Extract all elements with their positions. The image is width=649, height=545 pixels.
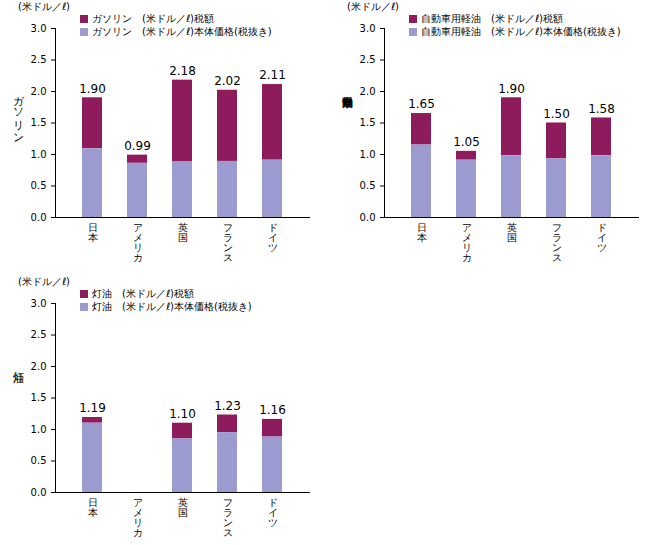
svg-text:2.5: 2.5 [360, 54, 376, 65]
svg-text:2.18: 2.18 [169, 64, 196, 78]
svg-text:0.0: 0.0 [360, 212, 376, 223]
svg-text:1.58: 1.58 [588, 102, 615, 116]
svg-text:日本: 日本 [88, 222, 98, 243]
svg-text:1.19: 1.19 [79, 401, 106, 415]
svg-text:1.90: 1.90 [79, 82, 106, 96]
svg-text:2.5: 2.5 [31, 54, 47, 65]
svg-text:3.0: 3.0 [31, 23, 47, 34]
svg-text:0.5: 0.5 [31, 180, 47, 191]
svg-text:アメリカ: アメリカ [133, 497, 143, 538]
svg-text:2.0: 2.0 [360, 86, 376, 97]
svg-text:日本: 日本 [88, 497, 98, 518]
svg-text:1.65: 1.65 [408, 97, 435, 111]
svg-text:1.90: 1.90 [498, 82, 525, 96]
html-text:自動車用軽油 (米ドル／ℓ)本体価格(税抜き): 自動車用軽油 (米ドル／ℓ)本体価格(税抜き) [421, 25, 621, 37]
html-text:(米ドル／ℓ): (米ドル／ℓ) [347, 1, 399, 12]
svg-text:2.0: 2.0 [31, 86, 47, 97]
svg-text:2.11: 2.11 [259, 68, 286, 82]
svg-text:0.99: 0.99 [124, 139, 151, 153]
svg-text:フランス: フランス [552, 222, 562, 263]
svg-text:英国: 英国 [178, 497, 188, 518]
svg-text:0.5: 0.5 [31, 455, 47, 466]
svg-text:2.0: 2.0 [31, 361, 47, 372]
svg-text:2.02: 2.02 [214, 74, 241, 88]
svg-text:3.0: 3.0 [360, 23, 376, 34]
svg-text:1.50: 1.50 [543, 107, 570, 121]
svg-text:ドイツ: ドイツ [268, 497, 278, 528]
svg-text:アメリカ: アメリカ [462, 222, 472, 263]
svg-text:1.0: 1.0 [31, 149, 47, 160]
svg-text:0.5: 0.5 [360, 180, 376, 191]
html-text:(米ドル／ℓ): (米ドル／ℓ) [18, 1, 70, 12]
svg-text:ドイツ: ドイツ [268, 222, 278, 253]
svg-text:1.10: 1.10 [169, 407, 196, 421]
svg-text:1.16: 1.16 [259, 403, 286, 417]
svg-text:1.0: 1.0 [360, 149, 376, 160]
svg-text:2.5: 2.5 [31, 329, 47, 340]
html-text:ガソリン (米ドル／ℓ)本体価格(税抜き): ガソリン (米ドル／ℓ)本体価格(税抜き) [92, 25, 272, 37]
svg-text:0.0: 0.0 [31, 212, 47, 223]
svg-text:1.05: 1.05 [453, 135, 480, 149]
html-text:ガソリン (米ドル／ℓ)税額: ガソリン (米ドル／ℓ)税額 [92, 12, 214, 24]
svg-text:0.0: 0.0 [31, 487, 47, 498]
svg-text:フランス: フランス [223, 222, 233, 263]
html-text:灯油 (米ドル／ℓ)本体価格(税抜き): 灯油 (米ドル／ℓ)本体価格(税抜き) [92, 300, 252, 312]
svg-text:1.5: 1.5 [360, 117, 376, 128]
html-text:灯油 (米ドル／ℓ)税額: 灯油 (米ドル／ℓ)税額 [92, 287, 194, 299]
svg-text:ドイツ: ドイツ [597, 222, 607, 253]
svg-text:1.5: 1.5 [31, 117, 47, 128]
svg-text:3.0: 3.0 [31, 298, 47, 309]
svg-text:アメリカ: アメリカ [133, 222, 143, 263]
svg-text:日本: 日本 [417, 222, 427, 243]
svg-text:1.23: 1.23 [214, 399, 241, 413]
svg-text:英国: 英国 [178, 222, 188, 243]
html-text:自動車用軽油 (米ドル／ℓ)税額: 自動車用軽油 (米ドル／ℓ)税額 [421, 12, 563, 24]
html-text:(米ドル／ℓ): (米ドル／ℓ) [18, 276, 70, 287]
svg-text:英国: 英国 [507, 222, 517, 243]
html-text:ガソリン: ガソリン [12, 88, 25, 139]
svg-text:フランス: フランス [223, 497, 233, 538]
svg-text:1.5: 1.5 [31, 392, 47, 403]
svg-text:1.0: 1.0 [31, 424, 47, 435]
